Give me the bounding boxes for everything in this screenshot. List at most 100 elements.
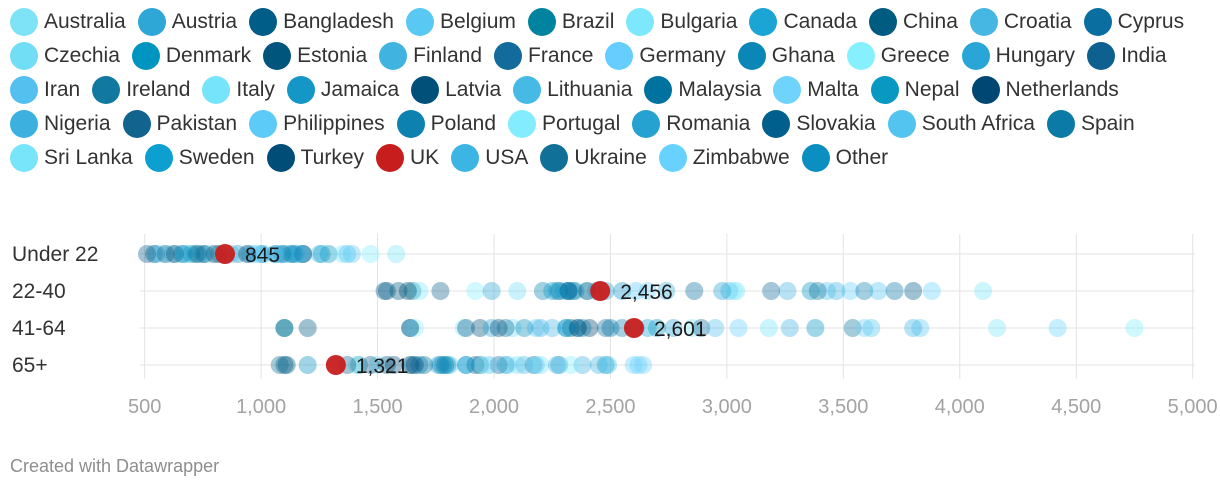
legend-item-jamaica[interactable]: Jamaica [286, 76, 399, 104]
legend-item-pakistan[interactable]: Pakistan [122, 110, 237, 138]
dot-nigeria [657, 282, 676, 300]
legend-item-italy[interactable]: Italy [202, 76, 275, 104]
legend-item-cyprus[interactable]: Cyprus [1083, 8, 1184, 36]
legend-item-philippines[interactable]: Philippines [249, 110, 385, 138]
legend-item-estonia[interactable]: Estonia [263, 42, 367, 70]
dot-china [389, 282, 408, 300]
legend-label: Philippines [283, 112, 385, 135]
dot-bangladesh [275, 356, 294, 374]
dot-spain [885, 282, 904, 300]
dot-other [284, 245, 303, 263]
legend-label: Netherlands [1005, 78, 1119, 101]
dot-spain [436, 356, 455, 374]
legend-item-other[interactable]: Other [801, 144, 888, 172]
legend-item-brazil[interactable]: Brazil [527, 8, 614, 36]
legend-swatch [969, 8, 998, 36]
legend-item-canada[interactable]: Canada [749, 8, 857, 36]
dot-china [298, 319, 317, 337]
dot-other [298, 356, 317, 374]
legend-label: Latvia [445, 78, 502, 101]
legend-item-portugal[interactable]: Portugal [508, 110, 620, 138]
dot-hungary [482, 319, 501, 337]
legend-label: Croatia [1003, 10, 1072, 33]
x-tick-label: 4,000 [935, 396, 985, 418]
legend-item-sweden[interactable]: Sweden [144, 144, 255, 172]
dot-belgium [440, 356, 459, 374]
legend-item-france[interactable]: France [494, 42, 593, 70]
legend-item-netherlands[interactable]: Netherlands [971, 76, 1119, 104]
legend-item-czechia[interactable]: Czechia [10, 42, 120, 70]
legend-item-nepal[interactable]: Nepal [870, 76, 960, 104]
legend-item-ukraine[interactable]: Ukraine [540, 144, 647, 172]
dot-finland [589, 356, 608, 374]
legend-swatch [801, 144, 830, 172]
legend-item-australia[interactable]: Australia [10, 8, 126, 36]
legend-item-croatia[interactable]: Croatia [969, 8, 1072, 36]
legend-item-zimbabwe[interactable]: Zimbabwe [658, 144, 790, 172]
dot-philippines [526, 356, 545, 374]
legend-item-ireland[interactable]: Ireland [92, 76, 190, 104]
legend-item-ghana[interactable]: Ghana [737, 42, 835, 70]
dot-latvia [384, 356, 403, 374]
dot-china [277, 356, 296, 374]
legend-item-spain[interactable]: Spain [1046, 110, 1135, 138]
legend-item-usa[interactable]: USA [451, 144, 528, 172]
dot-australia [498, 356, 517, 374]
dot-greece [466, 282, 485, 300]
legend-item-hungary[interactable]: Hungary [961, 42, 1075, 70]
dot-uk [215, 244, 236, 264]
legend-item-latvia[interactable]: Latvia [411, 76, 501, 104]
legend-item-uk[interactable]: UK [376, 144, 439, 172]
legend-item-austria[interactable]: Austria [137, 8, 237, 36]
dot-canada [433, 356, 452, 374]
legend-swatch [887, 110, 916, 138]
legend-item-greece[interactable]: Greece [846, 42, 950, 70]
dot-nepal [543, 282, 562, 300]
legend-swatch [513, 76, 542, 104]
dot-ireland [808, 282, 827, 300]
dot-poland [431, 356, 450, 374]
dot-australia [682, 319, 701, 337]
legend-item-poland[interactable]: Poland [396, 110, 496, 138]
legend-item-malaysia[interactable]: Malaysia [644, 76, 761, 104]
legend-item-finland[interactable]: Finland [379, 42, 482, 70]
legend-item-slovakia[interactable]: Slovakia [762, 110, 876, 138]
legend-item-malta[interactable]: Malta [773, 76, 859, 104]
legend-item-bangladesh[interactable]: Bangladesh [249, 8, 394, 36]
legend-item-south-africa[interactable]: South Africa [887, 110, 1035, 138]
legend-item-nigeria[interactable]: Nigeria [10, 110, 111, 138]
legend-swatch [508, 110, 537, 138]
legend-item-bulgaria[interactable]: Bulgaria [626, 8, 737, 36]
legend-item-china[interactable]: China [869, 8, 958, 36]
dot-jamaica [613, 282, 632, 300]
legend-item-sri-lanka[interactable]: Sri Lanka [10, 144, 133, 172]
legend-item-denmark[interactable]: Denmark [131, 42, 251, 70]
dot-hungary [482, 282, 501, 300]
dot-ukraine [189, 245, 208, 263]
dot-austria [457, 356, 476, 374]
dot-italy [333, 245, 352, 263]
legend-swatch [605, 42, 634, 70]
legend-item-turkey[interactable]: Turkey [266, 144, 364, 172]
legend-item-lithuania[interactable]: Lithuania [513, 76, 632, 104]
legend-swatch [144, 144, 173, 172]
dot-iran [706, 319, 725, 337]
plot-area: Under 22 22-40 41-64 65+ 500 1,000 1,500 2,000 2… [12, 234, 1218, 418]
legend-swatch [249, 8, 278, 36]
dot-croatia [429, 356, 448, 374]
legend-item-romania[interactable]: Romania [632, 110, 750, 138]
dot-germany [841, 282, 860, 300]
dot-nigeria [268, 245, 287, 263]
legend-swatch [131, 42, 160, 70]
dot-croatia [543, 319, 562, 337]
dot-slovakia [294, 245, 313, 263]
legend-swatch [494, 42, 523, 70]
legend-swatch [870, 76, 899, 104]
legend-label: Australia [44, 10, 126, 33]
legend-item-india[interactable]: India [1087, 42, 1167, 70]
x-tick-label: 5,000 [1168, 396, 1218, 418]
legend-item-iran[interactable]: Iran [10, 76, 80, 104]
legend-item-germany[interactable]: Germany [605, 42, 726, 70]
legend-label: USA [485, 146, 529, 169]
legend-item-belgium[interactable]: Belgium [406, 8, 516, 36]
